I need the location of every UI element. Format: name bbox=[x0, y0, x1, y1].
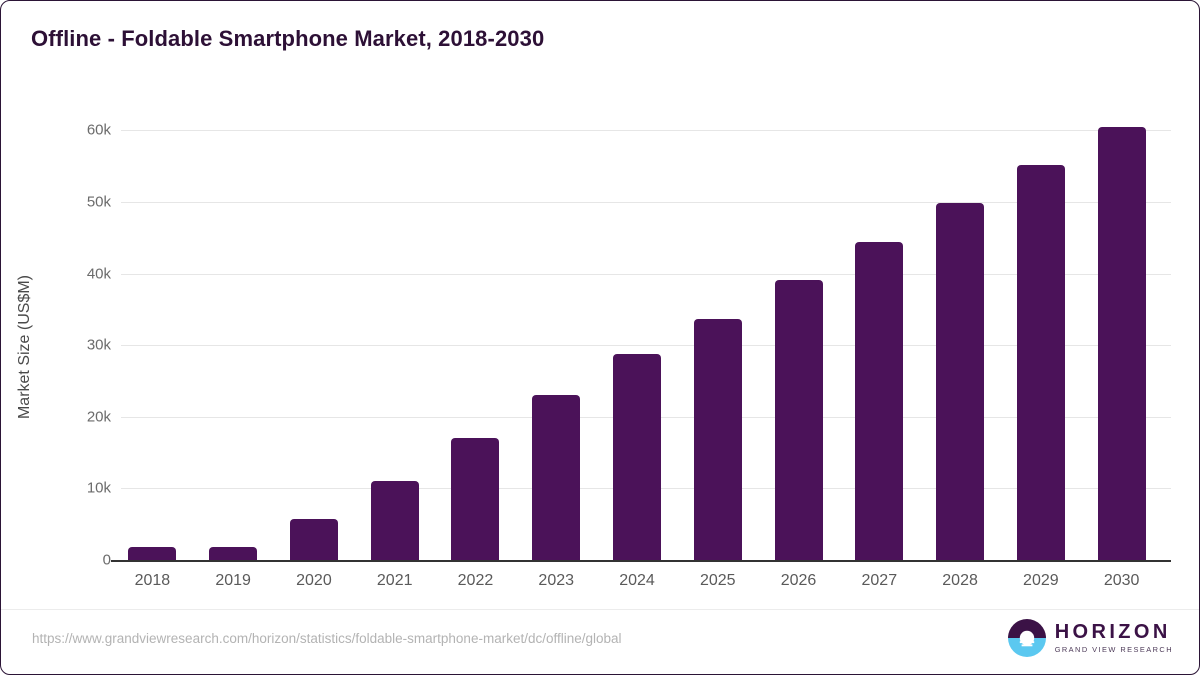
x-tick-label: 2027 bbox=[861, 572, 898, 589]
gridline bbox=[121, 201, 1171, 203]
x-tick-label: 2022 bbox=[457, 572, 494, 589]
bar[interactable] bbox=[451, 437, 500, 560]
y-tick-label: 50k bbox=[86, 193, 111, 211]
gridline bbox=[121, 345, 1171, 347]
horizon-logo[interactable]: HORIZON GRAND VIEW RESEARCH bbox=[1007, 617, 1173, 659]
y-tick-label: 20k bbox=[86, 408, 111, 426]
bar[interactable] bbox=[532, 395, 581, 560]
bar[interactable] bbox=[774, 280, 823, 560]
logo-text: HORIZON GRAND VIEW RESEARCH bbox=[1055, 622, 1173, 653]
bar[interactable] bbox=[1097, 126, 1146, 560]
footer-divider bbox=[1, 609, 1199, 610]
bar[interactable] bbox=[936, 203, 985, 560]
y-axis-tick-labels: 0 10k 20k 30k 40k 50k 60k bbox=[41, 1, 111, 674]
page-title: Offline - Foldable Smartphone Market, 20… bbox=[31, 26, 545, 51]
bar[interactable] bbox=[289, 519, 338, 560]
x-tick-label: 2029 bbox=[1023, 572, 1059, 589]
bar[interactable] bbox=[128, 547, 177, 560]
y-tick-label: 30k bbox=[86, 336, 111, 354]
source-url[interactable]: https://www.grandviewresearch.com/horizo… bbox=[32, 631, 622, 646]
bar[interactable] bbox=[370, 481, 419, 560]
x-axis-line bbox=[111, 560, 1171, 562]
y-tick-label: 60k bbox=[86, 121, 111, 139]
x-tick-label: 2021 bbox=[376, 572, 413, 589]
horizon-logo-icon bbox=[1007, 619, 1046, 657]
x-tick-label: 2028 bbox=[942, 572, 978, 589]
x-tick-label: 2019 bbox=[215, 572, 251, 589]
gridline bbox=[121, 273, 1171, 275]
x-tick-label: 2020 bbox=[296, 572, 332, 589]
bar[interactable] bbox=[209, 546, 258, 560]
logo-tagline: GRAND VIEW RESEARCH bbox=[1054, 645, 1173, 655]
x-tick-label: 2023 bbox=[538, 572, 575, 589]
bar[interactable] bbox=[1016, 165, 1065, 560]
bar[interactable] bbox=[613, 354, 661, 560]
y-tick-label: 40k bbox=[86, 265, 111, 283]
bar[interactable] bbox=[855, 242, 904, 560]
x-tick-label: 2026 bbox=[780, 572, 817, 589]
x-tick-label: 2024 bbox=[619, 572, 655, 589]
gridline bbox=[121, 130, 1171, 132]
bar[interactable] bbox=[693, 318, 742, 560]
x-tick-label: 2025 bbox=[699, 572, 736, 589]
x-tick-label: 2018 bbox=[134, 572, 171, 589]
y-tick-label: 10k bbox=[86, 479, 111, 497]
plot-area bbox=[121, 116, 1171, 560]
logo-wordmark: HORIZON bbox=[1054, 621, 1171, 644]
y-tick-label: 0 bbox=[102, 551, 111, 569]
x-tick-label: 2030 bbox=[1103, 572, 1140, 589]
